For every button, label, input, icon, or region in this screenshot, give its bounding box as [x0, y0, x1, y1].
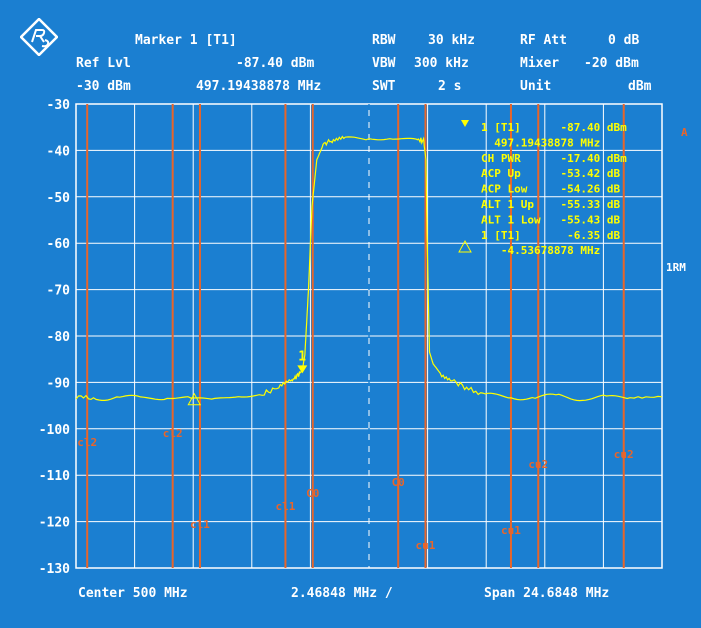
readout-marker-icon	[461, 120, 469, 127]
delta-marker-triangle	[187, 392, 202, 406]
mode-label: 1RM	[666, 261, 686, 274]
ref-lvl-value: -30 dBm	[76, 79, 131, 94]
readout-line: ALT 1 Low -55.43 dB	[481, 213, 620, 226]
swt-label: SWT	[372, 79, 396, 94]
y-tick-label: -40	[47, 144, 71, 159]
channel-line-label: C0	[392, 476, 405, 489]
rbw-label: RBW	[372, 33, 396, 48]
channel-line-label: C0	[306, 487, 319, 500]
channel-line-label: cu2	[528, 458, 548, 471]
mixer-value: -20 dBm	[584, 56, 639, 71]
channel-line-label: cl2	[77, 436, 97, 449]
readout-delta-icon	[458, 239, 472, 253]
marker-readout: 1 [T1] -87.40 dBm 497.19438878 MHz CH PWR…	[458, 120, 627, 257]
channel-line-label: cu1	[501, 524, 521, 537]
y-tick-label: -70	[47, 284, 71, 299]
readout-line: 497.19438878 MHz	[481, 136, 600, 149]
vbw-label: VBW	[372, 56, 396, 71]
span-width: Span 24.6848 MHz	[484, 586, 610, 601]
readout-line: 1 [T1] -87.40 dBm	[481, 121, 627, 134]
mixer-label: Mixer	[520, 56, 560, 71]
unit-label: Unit	[520, 79, 552, 94]
trace-a-label: A	[681, 126, 688, 139]
division-width: 2.46848 MHz /	[291, 586, 393, 601]
readout-line: ACP Low -54.26 dB	[481, 183, 620, 196]
y-tick-label: -100	[39, 423, 70, 438]
center-frequency: Center 500 MHz	[78, 586, 188, 601]
channel-line-label: cl2	[163, 427, 183, 440]
readout-line: -4.53678878 MHz	[481, 244, 600, 257]
marker-1-label: 1	[298, 349, 306, 364]
channel-line-label: cu1	[416, 539, 436, 552]
marker-frequency: 497.19438878 MHz	[196, 79, 322, 94]
readout-line: ACP Up -53.42 dB	[481, 167, 620, 180]
readout-line: ALT 1 Up -55.33 dB	[481, 198, 620, 211]
y-tick-label: -80	[47, 330, 71, 345]
y-tick-label: -90	[47, 376, 71, 391]
y-tick-label: -50	[47, 191, 71, 206]
rohde-schwarz-logo-icon	[20, 18, 58, 56]
y-tick-label: -110	[39, 469, 70, 484]
swt-value: 2 s	[438, 79, 462, 94]
rf-att-label: RF Att	[520, 33, 567, 48]
y-tick-labels: -30 -40 -50 -60 -70 -80 -90 -100 -110 -120 -130	[39, 98, 70, 577]
rf-att-value: 0 dB	[608, 33, 640, 48]
rbw-value: 30 kHz	[428, 33, 475, 48]
y-tick-label: -130	[39, 562, 70, 577]
channel-line-label: cl1	[276, 500, 296, 513]
y-tick-label: -30	[47, 98, 71, 113]
marker-level: -87.40 dBm	[236, 56, 315, 71]
ref-lvl-label: Ref Lvl	[76, 56, 131, 71]
readout-line: CH PWR -17.40 dBm	[481, 152, 627, 165]
channel-lines: cl2 cl2 cl1 cl1 C0 C0 cu1 cu1 cu2 cu2	[77, 104, 634, 568]
trace-line	[75, 135, 662, 402]
markers: 1	[187, 349, 308, 406]
channel-line-label: cl1	[190, 518, 210, 531]
marker-title: Marker 1 [T1]	[135, 33, 237, 48]
y-tick-label: -60	[47, 237, 71, 252]
readout-line: 1 [T1] -6.35 dB	[481, 229, 620, 242]
vbw-value: 300 kHz	[414, 56, 469, 71]
y-tick-label: -120	[39, 516, 70, 531]
channel-line-label: cu2	[614, 448, 634, 461]
marker-1-triangle	[297, 365, 308, 374]
unit-value: dBm	[628, 79, 652, 94]
